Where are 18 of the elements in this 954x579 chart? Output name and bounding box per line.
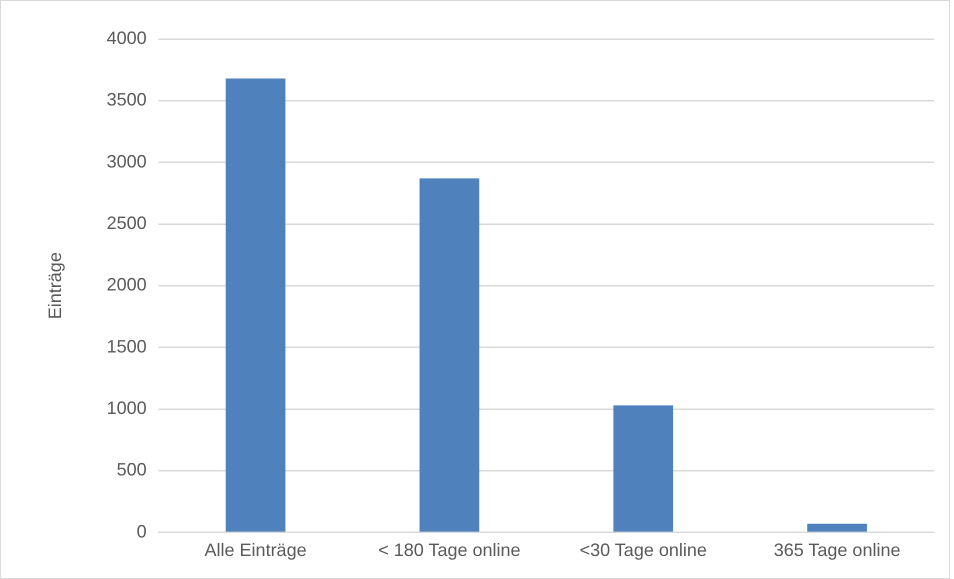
bar [420,178,480,532]
y-tick-label: 1000 [106,398,147,418]
y-tick-label: 3500 [106,90,147,110]
y-tick-label: 2500 [106,212,147,233]
bar [807,524,867,532]
y-tick-label: 0 [136,521,147,542]
bar [226,78,286,532]
x-tick-label: 365 Tage online [774,540,900,560]
y-axis-title: Einträge [44,252,65,320]
y-tick-label: 4000 [106,28,147,48]
x-tick-label: <30 Tage online [580,540,707,560]
y-tick-label: 1500 [106,336,147,356]
y-tick-label: 2000 [106,274,147,295]
x-tick-label: < 180 Tage online [378,540,521,560]
y-tick-label: 3000 [106,151,147,172]
y-tick-label: 500 [116,460,147,480]
bar [613,405,674,532]
x-tick-label: Alle Einträge [204,540,307,560]
